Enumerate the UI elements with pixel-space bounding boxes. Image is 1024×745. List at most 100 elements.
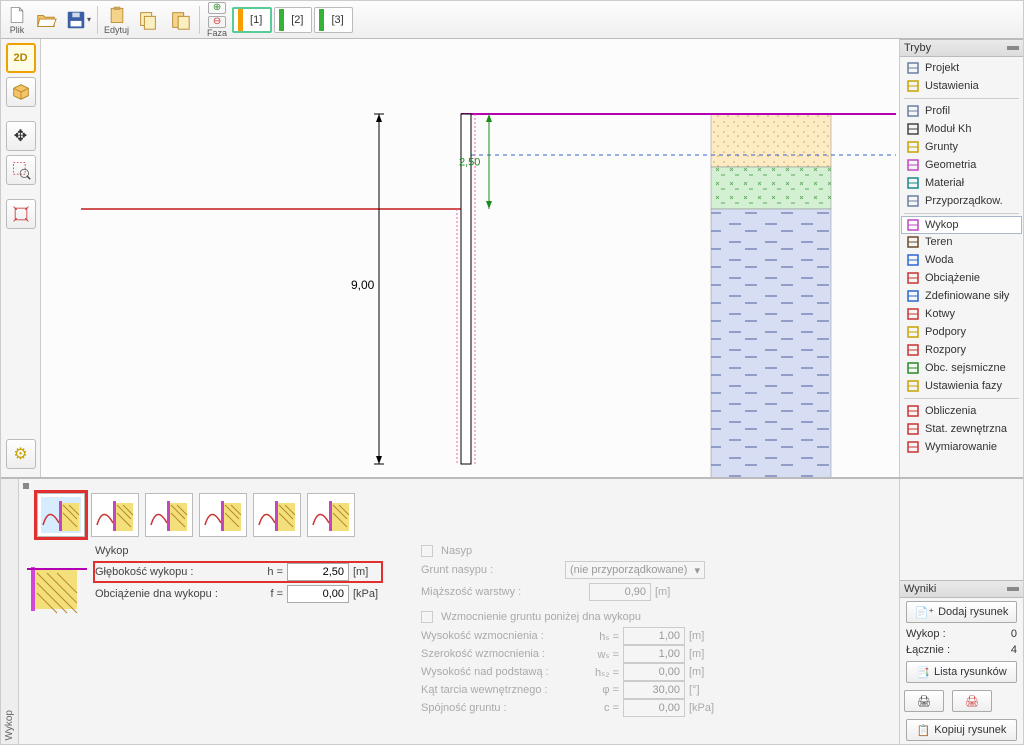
menu-faza[interactable]: ⊕ ⊖ Faza [203, 1, 231, 38]
mode-item-zdef-sily[interactable]: Zdefiniowane siły [900, 287, 1023, 305]
mode-item-grunty[interactable]: Grunty [900, 138, 1023, 156]
save-button[interactable]: ▾ [62, 4, 94, 36]
copy-drawing-button[interactable]: 📋Kopiuj rysunek [906, 719, 1017, 741]
mode-item-obciazenie[interactable]: Obciążenie [900, 269, 1023, 287]
svg-text:2,50: 2,50 [459, 157, 480, 169]
minimize-icon[interactable] [1007, 587, 1019, 591]
print-color-button[interactable]: 🖨 [952, 690, 992, 712]
excavation-type-thumb-2[interactable] [91, 493, 139, 537]
wymiarowanie-icon [906, 440, 920, 454]
mode-item-wymiarowanie[interactable]: Wymiarowanie [900, 438, 1023, 456]
geometria-icon [906, 158, 920, 172]
section-mini-icon [27, 563, 87, 617]
add-page-icon: 📄⁺ [915, 606, 935, 619]
mode-item-modul-kh[interactable]: Moduł Kh [900, 120, 1023, 138]
drawings-list-button[interactable]: 📑Lista rysunków [906, 661, 1017, 683]
excavation-type-thumb-3[interactable] [145, 493, 193, 537]
woda-icon [906, 253, 920, 267]
menu-plik[interactable]: Plik [4, 1, 30, 38]
top-toolbar: Plik ▾ Edytuj ⊕ ⊖ Faza [1] [2] [1, 1, 1023, 39]
phase-add-button[interactable]: ⊕ [208, 2, 226, 14]
view-3d-button[interactable] [6, 77, 36, 107]
extent-button[interactable] [6, 199, 36, 229]
wzm-input-1 [623, 645, 685, 663]
excavation-type-thumb-4[interactable] [199, 493, 247, 537]
thick-input [589, 583, 651, 601]
wykop-icon [906, 218, 920, 232]
kotwy-icon [906, 307, 920, 321]
floppy-icon [65, 9, 87, 31]
fit-icon [11, 204, 31, 224]
bottom-form: Wykop Głębokość wykopu : h = [m] Obciąże… [19, 479, 899, 744]
phase-tab-1[interactable]: [1] [232, 7, 272, 33]
group-wykop: Wykop [95, 545, 381, 557]
excavation-type-thumb-5[interactable] [253, 493, 301, 537]
bottom-side-tab[interactable]: Wykop [1, 479, 19, 744]
file-icon [7, 5, 27, 25]
stat-zew-icon [906, 422, 920, 436]
menu-edytuj[interactable]: Edytuj [101, 1, 132, 38]
mode-item-wykop[interactable]: Wykop [901, 216, 1022, 234]
teren-icon [906, 235, 920, 249]
minimize-icon[interactable] [1007, 46, 1019, 50]
clipboard-icon [107, 5, 127, 25]
obciazenie-icon [906, 271, 920, 285]
zoom-box-icon [11, 160, 31, 180]
open-button[interactable] [30, 4, 62, 36]
phase-remove-button[interactable]: ⊖ [208, 16, 226, 28]
print-button[interactable]: 🖨 [904, 690, 944, 712]
copy-page-icon: 📋 [917, 724, 931, 737]
copy-button[interactable] [132, 4, 164, 36]
przyporzadkow-icon [906, 194, 920, 208]
ustawienia-icon [906, 79, 920, 93]
modes-header: Tryby [900, 39, 1023, 57]
mode-item-kotwy[interactable]: Kotwy [900, 305, 1023, 323]
pan-button[interactable]: ✥ [6, 121, 36, 151]
view-2d-button[interactable]: 2D [6, 43, 36, 73]
paste-button[interactable] [164, 4, 196, 36]
mode-item-stat-zew[interactable]: Stat. zewnętrzna [900, 420, 1023, 438]
canvas-drawing: 9,00 2,50 [41, 39, 899, 477]
zoom-window-button[interactable] [6, 155, 36, 185]
mode-item-woda[interactable]: Woda [900, 251, 1023, 269]
mode-item-podpory[interactable]: Podpory [900, 323, 1023, 341]
copy-icon [137, 9, 159, 31]
drawing-canvas[interactable]: 9,00 2,50 [41, 39, 899, 477]
cube-3d-icon [10, 81, 32, 103]
add-drawing-button[interactable]: 📄⁺Dodaj rysunek [906, 601, 1017, 623]
zdef-sily-icon [906, 289, 920, 303]
mode-item-material[interactable]: Materiał [900, 174, 1023, 192]
mode-item-geometria[interactable]: Geometria [900, 156, 1023, 174]
results-header: Wyniki [900, 580, 1023, 598]
mode-item-rozpory[interactable]: Rozpory [900, 341, 1023, 359]
results-panel: Wyniki 📄⁺Dodaj rysunek Wykop :0 Łącznie … [899, 479, 1023, 744]
mode-item-ustawienia[interactable]: Ustawienia [900, 77, 1023, 95]
podpory-icon [906, 325, 920, 339]
mode-item-przyporzadkow[interactable]: Przyporządkow. [900, 192, 1023, 210]
mode-item-ustawienia-fazy[interactable]: Ustawienia fazy [900, 377, 1023, 395]
mode-item-obliczenia[interactable]: Obliczenia [900, 402, 1023, 420]
gear-icon: ⚙ [13, 444, 27, 464]
mode-item-obc-sejsm[interactable]: Obc. sejsmiczne [900, 359, 1023, 377]
depth-input[interactable] [287, 563, 349, 581]
excavation-type-thumb-1[interactable] [37, 493, 85, 537]
wzm-input-2 [623, 663, 685, 681]
rozpory-icon [906, 343, 920, 357]
wzm-input-0 [623, 627, 685, 645]
soil-select: (nie przyporządkowane)▾ [565, 561, 705, 579]
phase-tab-3[interactable]: [3] [314, 7, 352, 33]
folder-open-icon [35, 9, 57, 31]
paste-icon [169, 9, 191, 31]
mode-item-profil[interactable]: Profil [900, 102, 1023, 120]
row-load: Obciążenie dna wykopu : f = [kPa] [95, 585, 381, 603]
printer-icon: 🖨 [917, 695, 931, 708]
settings-button[interactable]: ⚙ [6, 439, 36, 469]
wzm-input-3 [623, 681, 685, 699]
row-depth: Głębokość wykopu : h = [m] [95, 563, 381, 581]
mode-item-projekt[interactable]: Projekt [900, 59, 1023, 77]
excavation-type-thumb-6[interactable] [307, 493, 355, 537]
load-input[interactable] [287, 585, 349, 603]
mode-item-teren[interactable]: Teren [900, 233, 1023, 251]
phase-tab-2[interactable]: [2] [274, 7, 312, 33]
svg-text:9,00: 9,00 [351, 278, 375, 292]
